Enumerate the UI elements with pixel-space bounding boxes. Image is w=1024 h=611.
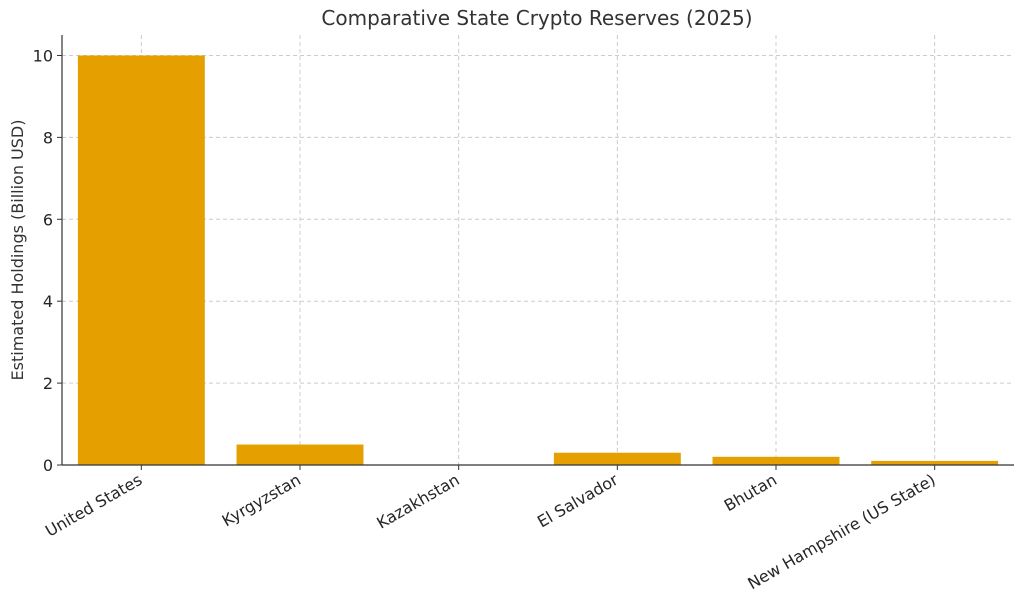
x-tick-label: Kazakhstan (373, 470, 462, 533)
y-tick-label: 6 (43, 210, 53, 229)
x-tick-label: United States (42, 470, 145, 541)
x-tick-label: El Salvador (534, 470, 622, 532)
x-tick-label: Kyrgyzstan (219, 470, 304, 530)
y-axis-label: Estimated Holdings (Billion USD) (8, 120, 27, 381)
y-tick-label: 8 (43, 128, 53, 147)
bar-united-states (77, 55, 205, 465)
chart-title: Comparative State Crypto Reserves (2025) (321, 6, 752, 30)
bar-new-hampshire-us-state (871, 460, 999, 465)
axes (57, 35, 1014, 470)
bar-kyrgyzstan (236, 444, 364, 465)
y-tick-label: 0 (43, 456, 53, 475)
y-tick-label: 4 (43, 292, 53, 311)
bar-el-salvador (553, 452, 681, 465)
bar-bhutan (712, 456, 840, 465)
y-tick-label: 2 (43, 374, 53, 393)
x-tick-label: Bhutan (721, 470, 780, 515)
y-tick-label: 10 (33, 46, 53, 65)
bars (77, 55, 999, 465)
